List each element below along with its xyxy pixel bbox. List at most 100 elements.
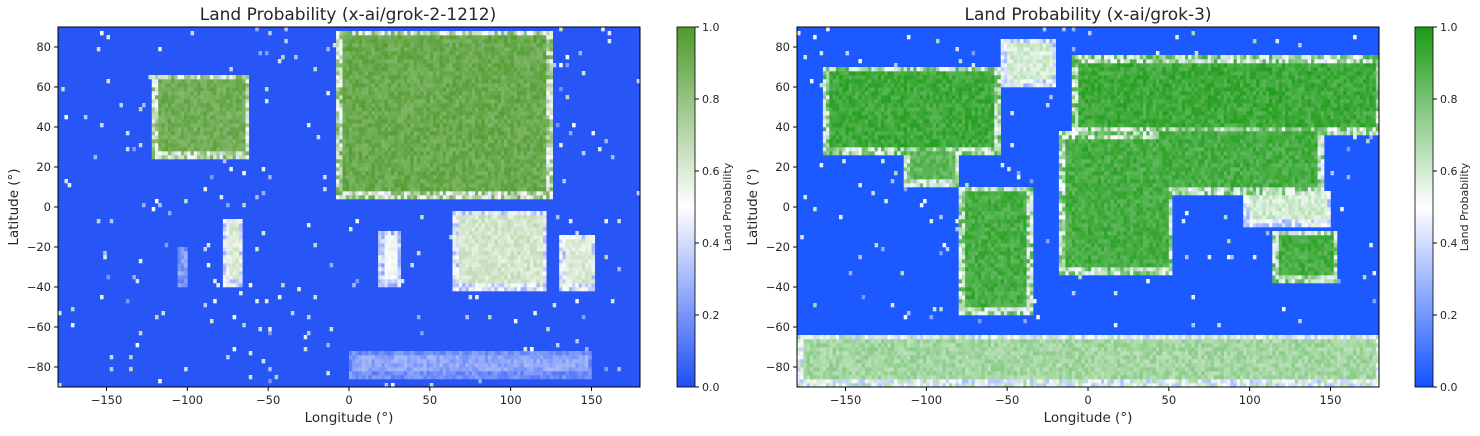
heatmap-cell	[530, 155, 534, 160]
heatmap-cell	[239, 83, 243, 88]
heatmap-cell	[222, 223, 227, 228]
heatmap-cell	[177, 103, 182, 108]
heatmap-cell	[187, 75, 191, 80]
heatmap-cell	[426, 351, 431, 356]
heatmap-cell	[517, 255, 521, 260]
heatmap-cell	[371, 91, 376, 96]
heatmap-cell	[523, 67, 528, 72]
heatmap-cell	[536, 83, 541, 88]
heatmap-cell	[219, 195, 224, 200]
heatmap-cell	[458, 123, 463, 128]
heatmap-cell	[462, 175, 466, 180]
heatmap-cell	[155, 135, 159, 140]
heatmap-cell	[268, 175, 272, 180]
heatmap-cell	[533, 187, 537, 192]
heatmap-cell	[158, 115, 162, 120]
heatmap-cell	[371, 155, 376, 160]
heatmap-cell	[235, 139, 240, 144]
heatmap-cell	[416, 147, 421, 152]
heatmap-cell	[543, 159, 547, 164]
heatmap-cell	[167, 75, 172, 80]
heatmap-cell	[374, 351, 379, 356]
heatmap-cell	[206, 263, 211, 268]
heatmap-cell	[394, 263, 398, 268]
heatmap-cell	[242, 99, 246, 104]
heatmap-cell	[184, 151, 188, 156]
heatmap-cell	[475, 171, 479, 176]
heatmap-cell	[352, 167, 356, 172]
heatmap-cell	[581, 255, 586, 260]
heatmap-cell	[539, 211, 544, 216]
heatmap-cell	[339, 131, 343, 136]
heatmap-cell	[488, 163, 492, 168]
heatmap-cell	[400, 167, 405, 172]
heatmap-cell	[446, 75, 450, 80]
heatmap-cell	[465, 175, 469, 180]
heatmap-cell	[581, 151, 586, 156]
heatmap-cell	[578, 279, 583, 284]
heatmap-cell	[436, 375, 440, 380]
heatmap-cell	[462, 111, 466, 116]
heatmap-cell	[462, 91, 466, 96]
heatmap-cell	[475, 359, 479, 364]
heatmap-cell	[520, 103, 524, 108]
heatmap-cell	[497, 259, 502, 264]
heatmap-cell	[543, 43, 547, 48]
heatmap-cell	[436, 67, 440, 72]
heatmap-cell	[368, 111, 372, 116]
heatmap-cell	[203, 83, 208, 88]
heatmap-cell	[397, 231, 402, 236]
heatmap-cell	[361, 35, 366, 40]
heatmap-cell	[313, 67, 317, 72]
heatmap-cell	[446, 159, 450, 164]
heatmap-cell	[433, 67, 437, 72]
heatmap-cell	[394, 175, 398, 180]
heatmap-cell	[403, 75, 408, 80]
heatmap-cell	[526, 79, 531, 84]
heatmap-cell	[536, 43, 541, 48]
heatmap-cell	[442, 175, 447, 180]
heatmap-cell	[439, 143, 444, 148]
heatmap-cell	[507, 123, 511, 128]
heatmap-cell	[530, 275, 534, 280]
heatmap-cell	[478, 127, 482, 132]
heatmap-cell	[381, 91, 385, 96]
heatmap-cell	[410, 175, 414, 180]
heatmap-cell	[226, 235, 230, 240]
heatmap-cell	[342, 75, 347, 80]
heatmap-cell	[504, 255, 508, 260]
heatmap-cell	[416, 55, 421, 60]
heatmap-cell	[433, 111, 437, 116]
heatmap-cell	[530, 147, 534, 152]
heatmap-cell	[365, 107, 369, 112]
heatmap-cell	[446, 135, 450, 140]
heatmap-cell	[190, 131, 195, 136]
heatmap-cell	[255, 299, 259, 304]
heatmap-cell	[413, 143, 418, 148]
heatmap-cell	[446, 123, 450, 128]
heatmap-cell	[222, 255, 227, 260]
heatmap-cell	[232, 255, 237, 260]
heatmap-cell	[371, 183, 376, 188]
heatmap-cell	[465, 95, 469, 100]
heatmap-cell	[381, 187, 385, 192]
heatmap-cell	[536, 171, 541, 176]
heatmap-cell	[442, 39, 447, 44]
heatmap-cell	[155, 131, 159, 136]
heatmap-cell	[471, 191, 476, 196]
heatmap-cell	[565, 251, 570, 256]
heatmap-cell	[504, 271, 508, 276]
heatmap-cell	[533, 55, 537, 60]
heatmap-cell	[229, 227, 233, 232]
heatmap-cell	[384, 103, 389, 108]
heatmap-cell	[213, 155, 217, 160]
heatmap-cell	[203, 111, 208, 116]
heatmap-cell	[190, 115, 195, 120]
heatmap-cell	[374, 147, 379, 152]
heatmap-cell	[384, 63, 389, 68]
heatmap-cell	[530, 167, 534, 172]
heatmap-cell	[378, 95, 382, 100]
heatmap-cell	[167, 139, 172, 144]
heatmap-cell	[530, 135, 534, 140]
heatmap-cell	[478, 151, 482, 156]
